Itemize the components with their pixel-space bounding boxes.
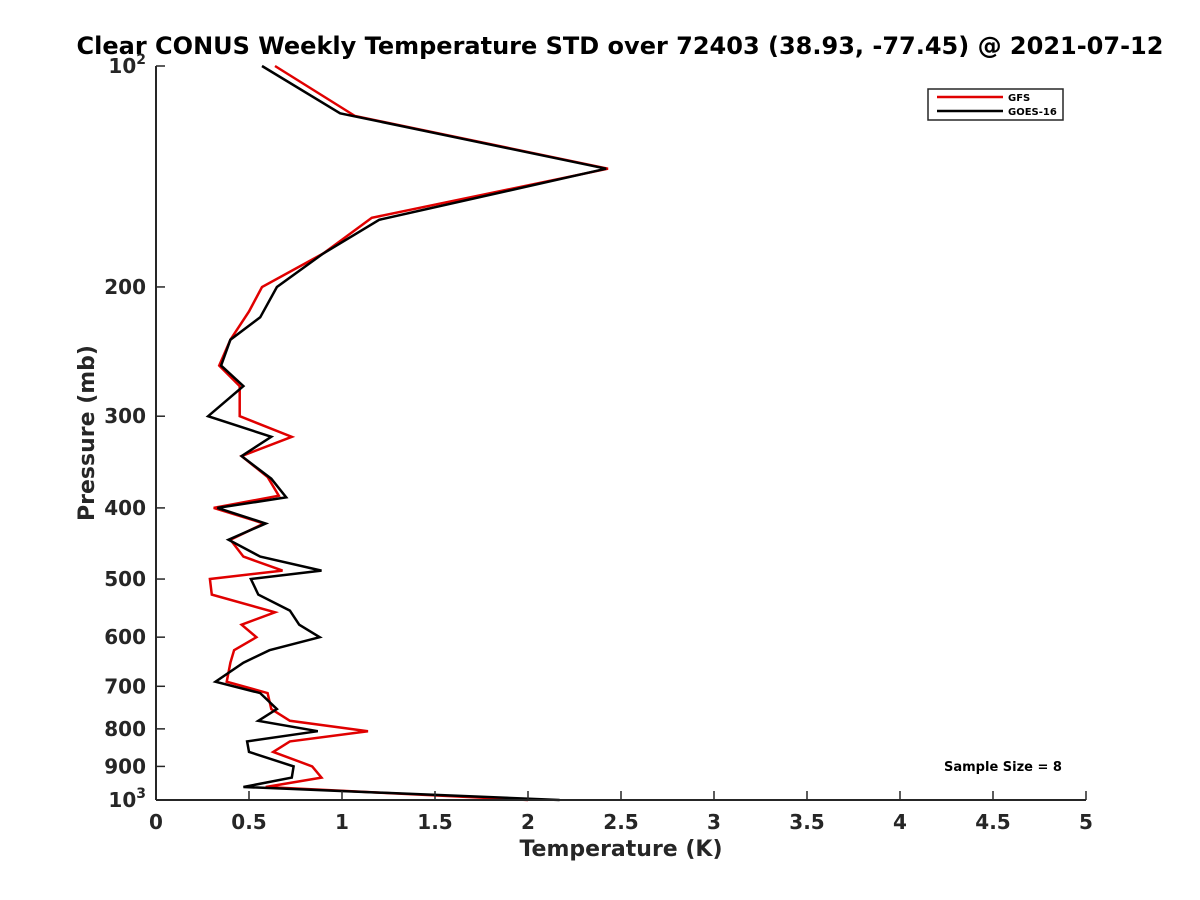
y-tick-label: 600 (104, 625, 146, 649)
y-tick-label: 103 (108, 786, 146, 812)
legend-box (927, 88, 1064, 121)
chart-title: Clear CONUS Weekly Temperature STD over … (77, 32, 1164, 60)
y-tick-label: 400 (104, 496, 146, 520)
x-tick-label: 3 (707, 810, 721, 834)
legend: GFS GOES-16 (927, 88, 1064, 121)
legend-label-gfs: GFS (1008, 93, 1030, 104)
y-tick-label: 500 (104, 567, 146, 591)
series-line-goes16 (205, 64, 607, 802)
y-tick-label: 900 (104, 754, 146, 778)
y-tick-label: 800 (104, 717, 146, 741)
y-tick-label: 200 (104, 275, 146, 299)
y-tick-label: 700 (104, 674, 146, 698)
x-tick-label: 1.5 (417, 810, 452, 834)
x-tick-label: 5 (1079, 810, 1093, 834)
x-ticks: 0 0.5 1 1.5 2 2.5 3 3.5 4 4.5 5 (149, 791, 1093, 834)
y-tick-label: 102 (108, 52, 146, 78)
series-line-gfs (208, 64, 609, 802)
x-axis-label: Temperature (K) (519, 837, 722, 862)
y-ticks: 102 200 300 400 500 600 700 800 900 103 (104, 52, 165, 812)
x-tick-label: 3.5 (789, 810, 824, 834)
x-tick-label: 4 (893, 810, 907, 834)
x-tick-label: 0.5 (231, 810, 266, 834)
y-axis-label: Pressure (mb) (75, 345, 100, 521)
x-tick-label: 2 (521, 810, 535, 834)
sample-size-annotation: Sample Size = 8 (944, 760, 1062, 775)
x-tick-label: 4.5 (975, 810, 1010, 834)
x-tick-label: 2.5 (603, 810, 638, 834)
plot-lines (205, 64, 609, 802)
y-tick-label: 300 (104, 404, 146, 428)
x-tick-label: 0 (149, 810, 163, 834)
x-tick-label: 1 (335, 810, 349, 834)
legend-label-goes16: GOES-16 (1008, 107, 1057, 118)
